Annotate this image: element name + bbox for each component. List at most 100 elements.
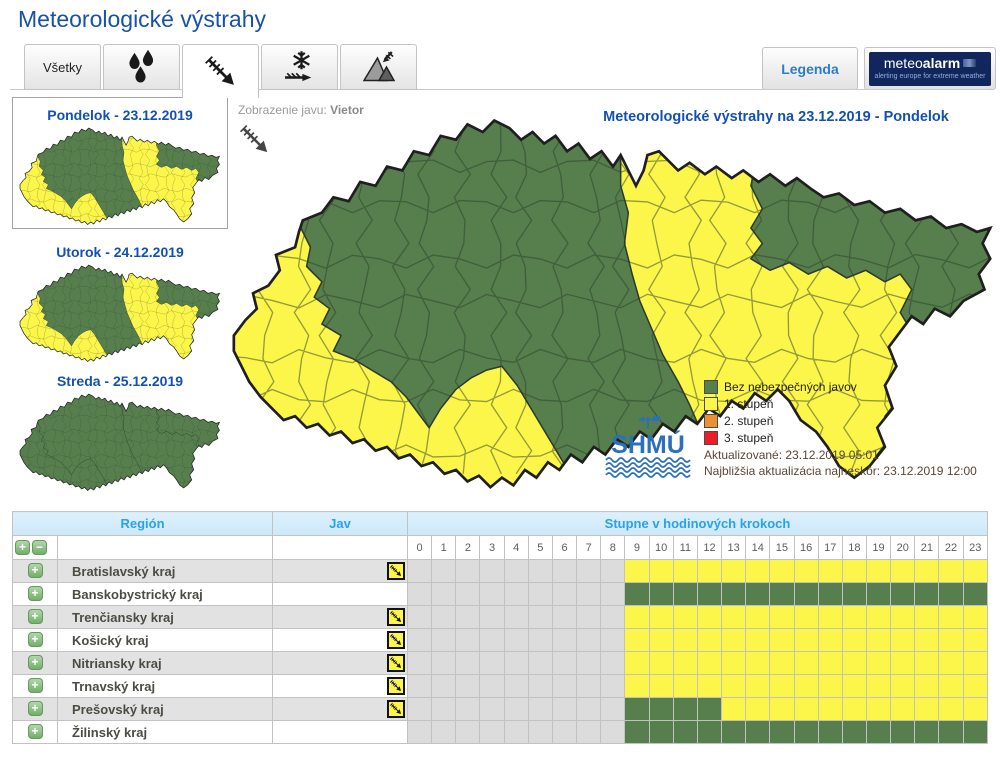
tab-rain[interactable] bbox=[103, 44, 180, 90]
jav-cell bbox=[272, 674, 408, 698]
hour-level-cell bbox=[600, 559, 626, 583]
wind-icon bbox=[200, 54, 242, 90]
hour-level-cell bbox=[455, 651, 481, 675]
jav-cell bbox=[272, 582, 408, 606]
hour-header: 7 bbox=[576, 535, 602, 560]
hour-level-cell bbox=[406, 605, 433, 629]
hour-level-cell bbox=[406, 697, 433, 721]
hour-level-cell bbox=[624, 628, 650, 652]
hour-level-cell bbox=[431, 559, 457, 583]
hour-header: 10 bbox=[648, 535, 674, 560]
hour-header: 15 bbox=[769, 535, 795, 560]
wind-warning-icon[interactable] bbox=[387, 561, 405, 580]
hour-level-cell bbox=[914, 697, 940, 721]
hour-level-cell bbox=[455, 697, 481, 721]
expand-row-button[interactable] bbox=[27, 678, 43, 694]
expand-row-button[interactable] bbox=[27, 701, 43, 717]
hour-level-cell bbox=[793, 720, 819, 744]
hour-level-cell bbox=[721, 582, 747, 606]
hour-level-cell bbox=[962, 605, 989, 629]
expand-row-button[interactable] bbox=[27, 563, 43, 579]
region-name: Trnavský kraj bbox=[57, 674, 273, 698]
hour-level-cell bbox=[624, 674, 650, 698]
day-map-1[interactable]: Pondelok - 23.12.2019 bbox=[12, 97, 228, 229]
hour-level-cell bbox=[938, 582, 964, 606]
expand-cell bbox=[12, 697, 58, 721]
expand-row-button[interactable] bbox=[27, 632, 43, 648]
hour-level-cell bbox=[721, 559, 747, 583]
expand-row-button[interactable] bbox=[27, 609, 43, 625]
table-row: Žilinský kraj bbox=[12, 720, 989, 744]
hour-level-cell bbox=[865, 697, 892, 721]
legend-item: Bez nebezpečných javov bbox=[704, 378, 857, 395]
hour-level-cell bbox=[721, 651, 747, 675]
expand-row-button[interactable] bbox=[27, 655, 43, 671]
legend-swatch bbox=[704, 430, 718, 445]
hour-level-cell bbox=[696, 651, 723, 675]
meteoalarm-logo[interactable]: meteoalarm alerting europe for extreme w… bbox=[864, 47, 996, 90]
tab-snowdrift[interactable] bbox=[261, 44, 338, 90]
hour-level-cell bbox=[600, 651, 626, 675]
hour-level-cell bbox=[479, 697, 505, 721]
day-map-title: Utorok - 24.12.2019 bbox=[56, 244, 184, 260]
legend-item: 3. stupeň bbox=[704, 429, 857, 446]
hour-header: 3 bbox=[479, 535, 505, 560]
hour-level-cell bbox=[503, 651, 529, 675]
avalanche-icon bbox=[358, 49, 400, 85]
hour-level-cell bbox=[503, 582, 529, 606]
hour-level-cell bbox=[817, 582, 843, 606]
divider bbox=[10, 89, 990, 90]
day-map-3[interactable]: Streda - 25.12.2019 bbox=[12, 373, 228, 492]
steps-column-header: Stupne v hodinových krokoch bbox=[407, 511, 988, 536]
hour-level-cell bbox=[624, 697, 650, 721]
hour-level-cell bbox=[624, 582, 650, 606]
hour-level-cell bbox=[914, 720, 940, 744]
day-map-2[interactable]: Utorok - 24.12.2019 bbox=[12, 244, 228, 363]
hour-level-cell bbox=[793, 559, 819, 583]
hour-header: 2 bbox=[455, 535, 481, 560]
hour-level-cell bbox=[721, 674, 747, 698]
hour-level-cell bbox=[841, 605, 867, 629]
hour-level-cell bbox=[672, 720, 698, 744]
hour-level-cell bbox=[817, 651, 843, 675]
legend-button[interactable]: Legenda bbox=[762, 47, 858, 90]
hour-level-cell bbox=[962, 582, 989, 606]
hour-level-cell bbox=[721, 720, 747, 744]
hour-level-cell bbox=[600, 605, 626, 629]
collapse-all-button[interactable] bbox=[32, 539, 47, 555]
table-row: Košický kraj bbox=[12, 628, 989, 652]
hour-level-cell bbox=[431, 582, 457, 606]
hour-level-cell bbox=[793, 651, 819, 675]
expand-row-button[interactable] bbox=[27, 724, 43, 740]
expand-row-button[interactable] bbox=[27, 586, 43, 602]
hour-level-cell bbox=[914, 674, 940, 698]
hour-level-cell bbox=[890, 605, 916, 629]
tab-avalanche[interactable] bbox=[340, 44, 417, 90]
hour-level-cell bbox=[793, 674, 819, 698]
hour-level-cell bbox=[600, 582, 626, 606]
expand-all-button[interactable] bbox=[15, 539, 30, 555]
hour-header: 18 bbox=[841, 535, 867, 560]
hour-level-cell bbox=[793, 582, 819, 606]
wind-warning-icon[interactable] bbox=[387, 653, 405, 672]
wind-warning-icon[interactable] bbox=[387, 630, 405, 649]
tab-wind[interactable] bbox=[182, 44, 259, 98]
hour-level-cell bbox=[745, 605, 771, 629]
hour-level-cell bbox=[672, 651, 698, 675]
hour-level-cell bbox=[648, 720, 674, 744]
table-row: Nitriansky kraj bbox=[12, 651, 989, 675]
tab-all[interactable]: Všetky bbox=[24, 44, 101, 90]
hour-header: 1 bbox=[431, 535, 457, 560]
wind-warning-icon[interactable] bbox=[387, 676, 405, 695]
updated-at: Aktualizované: 23.12.2019 05:01 bbox=[704, 448, 879, 462]
hour-level-cell bbox=[527, 605, 553, 629]
hour-level-cell bbox=[624, 720, 650, 744]
wind-warning-icon[interactable] bbox=[387, 699, 405, 718]
wind-warning-icon[interactable] bbox=[387, 607, 405, 626]
meteoalarm-brand: meteo bbox=[883, 54, 923, 71]
hour-level-cell bbox=[672, 582, 698, 606]
legend-label: 2. stupeň bbox=[724, 413, 774, 428]
hour-level-cell bbox=[769, 559, 795, 583]
hour-level-cell bbox=[696, 674, 723, 698]
hour-level-cell bbox=[865, 605, 892, 629]
